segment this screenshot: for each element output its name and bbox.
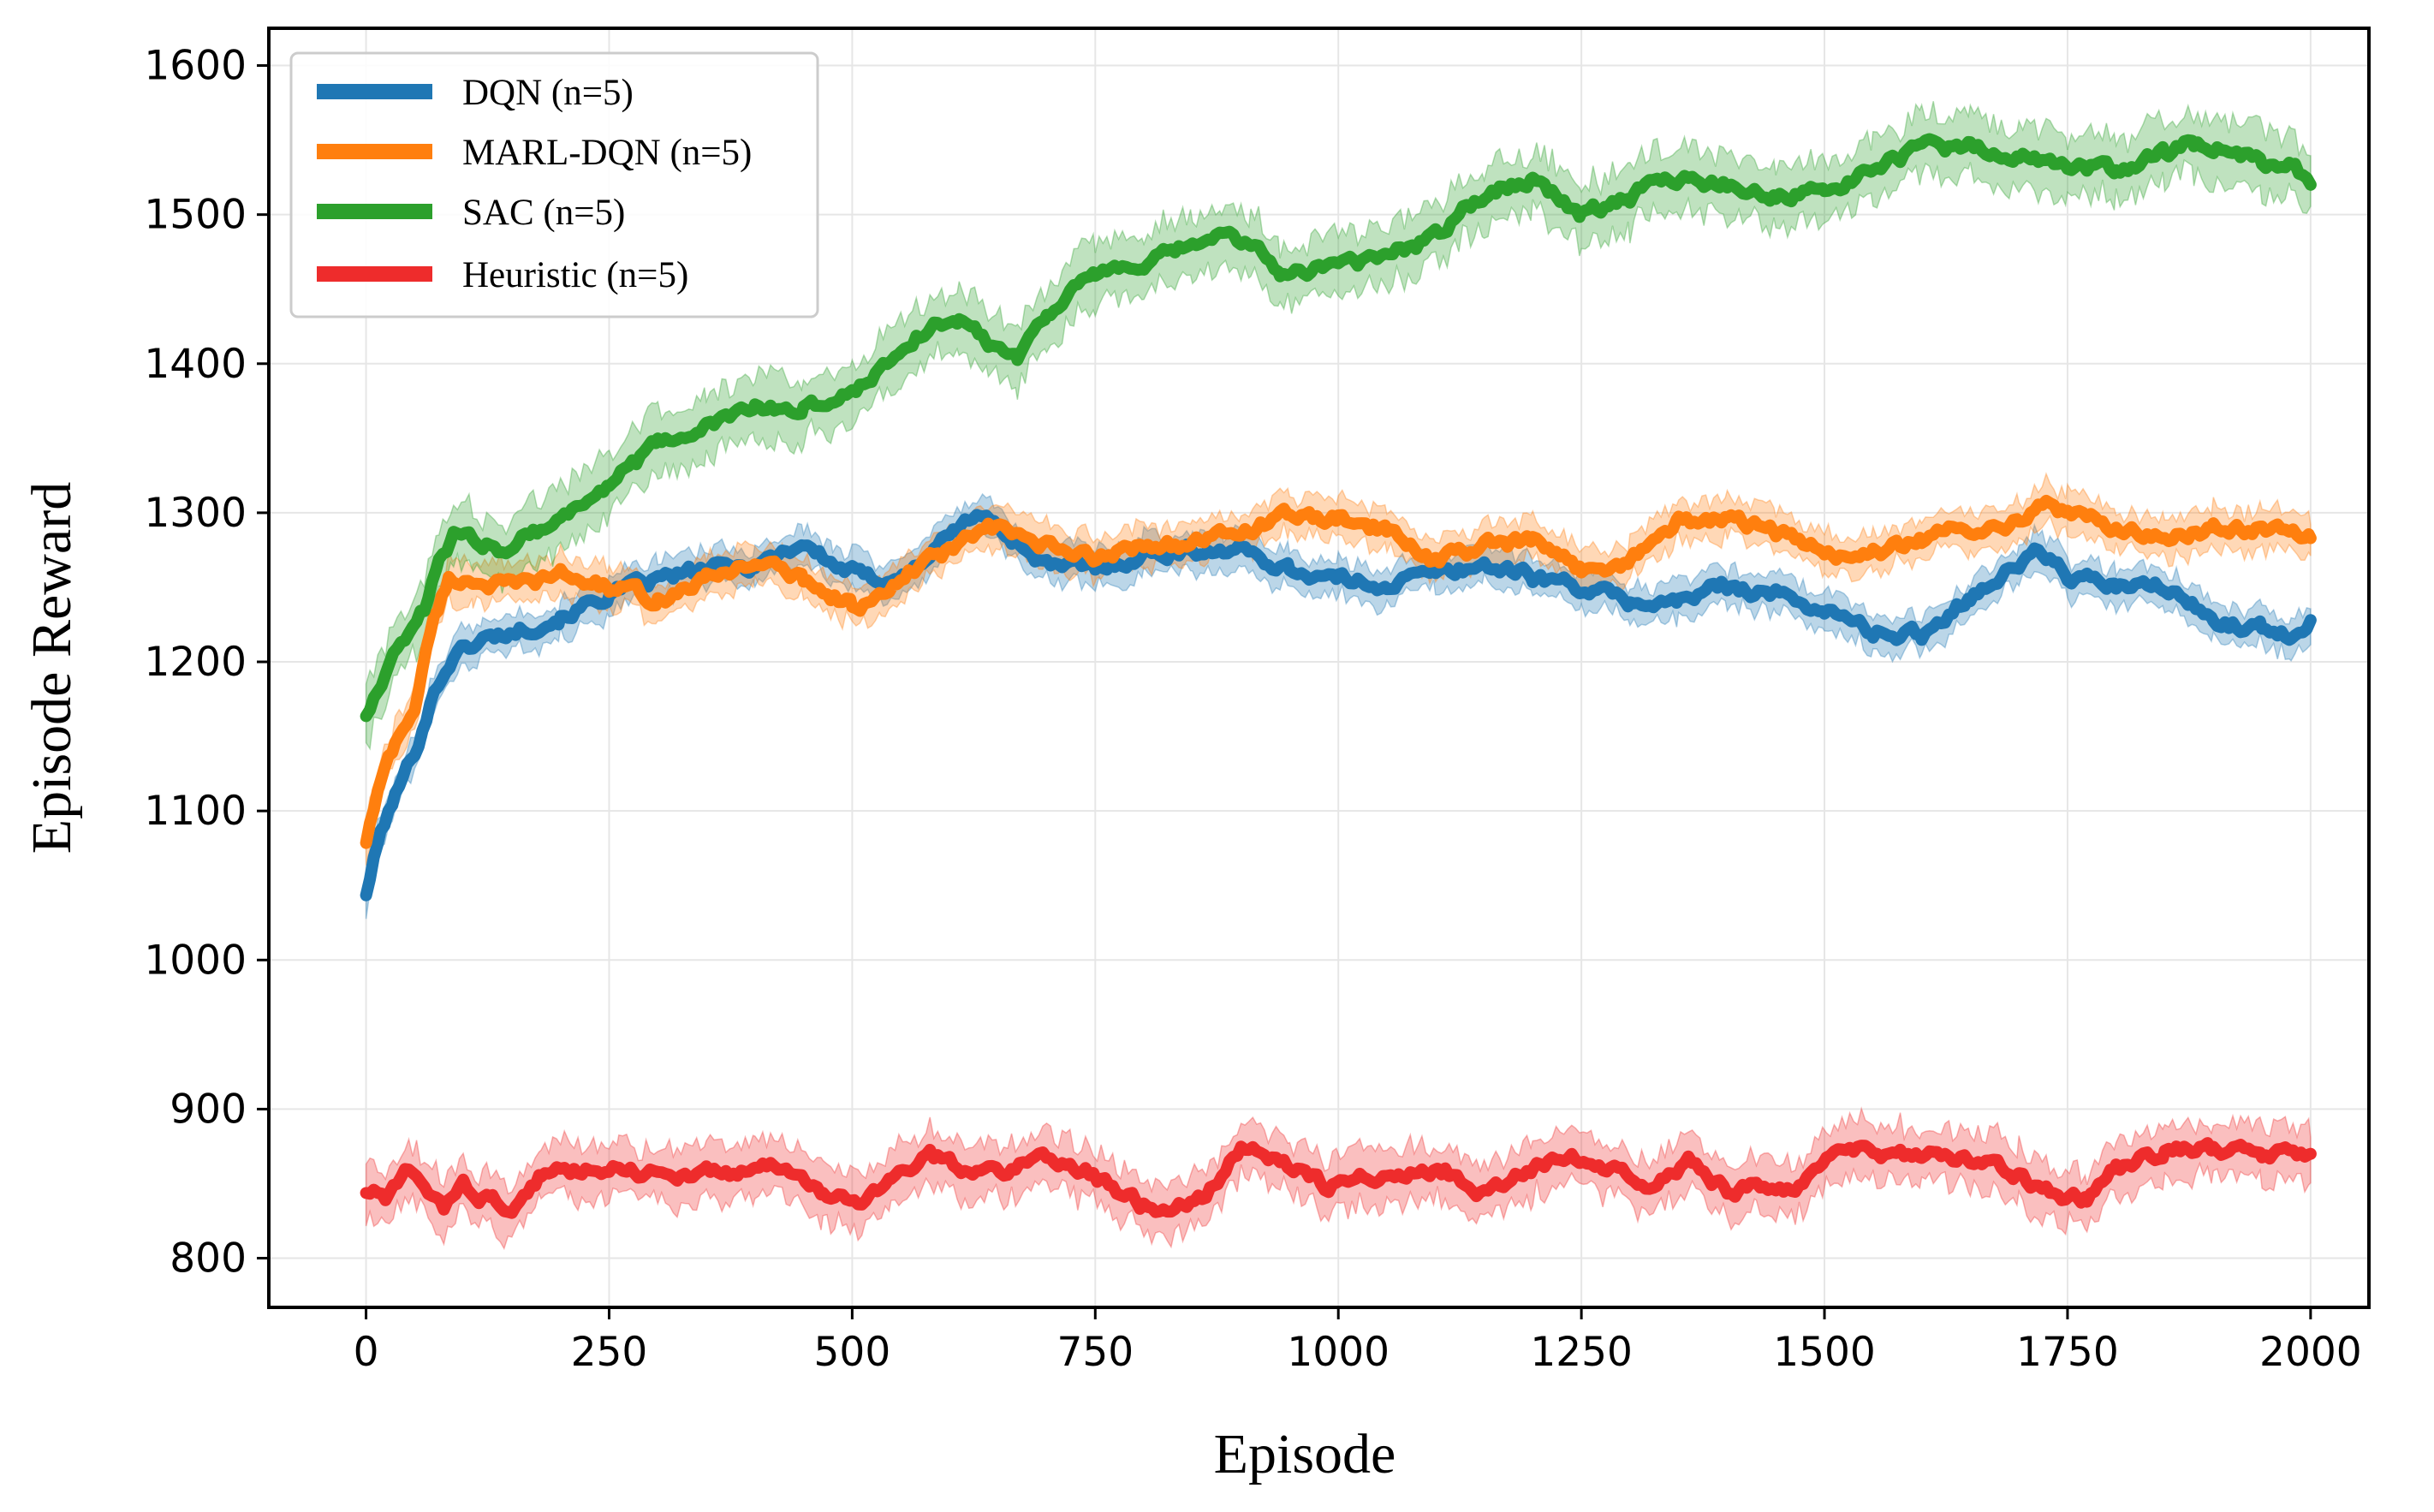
plot-frame [267, 27, 2371, 1309]
series-line-heuristic-n-5 [360, 1137, 2317, 1219]
y-tick-label: 1500 [144, 192, 247, 239]
legend: DQN (n=5) MARL-DQN (n=5) SAC (n=5) Heuri… [289, 51, 819, 318]
x-tick-label: 0 [354, 1329, 379, 1376]
x-tick-label: 1500 [1773, 1329, 1876, 1376]
y-tick-label: 900 [170, 1086, 247, 1133]
y-tick-label: 800 [170, 1235, 247, 1283]
y-tick-label: 1300 [144, 490, 247, 537]
legend-label-sac: SAC (n=5) [462, 193, 625, 233]
y-tick-label: 1200 [144, 639, 247, 686]
series-line-dqn-n-5 [360, 509, 2317, 902]
y-tick-label: 1400 [144, 341, 247, 388]
x-tick-label: 1250 [1530, 1329, 1633, 1376]
x-axis-title: Episode [1214, 1423, 1396, 1485]
x-tick-label: 250 [571, 1329, 648, 1376]
legend-label-dqn: DQN (n=5) [462, 73, 634, 113]
axis-ticks: 0 250 500 750 1000 1250 1500 1750 2000 800 900 1000… [144, 43, 2361, 1376]
legend-label-marl-dqn: MARL-DQN (n=5) [462, 133, 752, 173]
y-tick-label: 1000 [144, 937, 247, 984]
series-line-marl-dqn-n-5 [360, 494, 2317, 849]
band-marl-dqn-n-5 [365, 472, 2312, 866]
series-lines [360, 133, 2317, 1219]
y-tick-label: 1600 [144, 43, 247, 90]
y-axis-title: Episode Reward [21, 482, 83, 854]
legend-box [289, 51, 819, 318]
x-tick-label: 2000 [2259, 1329, 2362, 1376]
x-tick-label: 1750 [2016, 1329, 2119, 1376]
y-tick-label: 1100 [144, 788, 247, 835]
x-tick-label: 1000 [1287, 1329, 1390, 1376]
legend-label-heuristic: Heuristic (n=5) [462, 255, 688, 295]
series-line-sac-n-5 [360, 133, 2317, 723]
band-dqn-n-5 [365, 492, 2312, 920]
x-tick-label: 500 [814, 1329, 891, 1376]
x-tick-label: 750 [1056, 1329, 1134, 1376]
